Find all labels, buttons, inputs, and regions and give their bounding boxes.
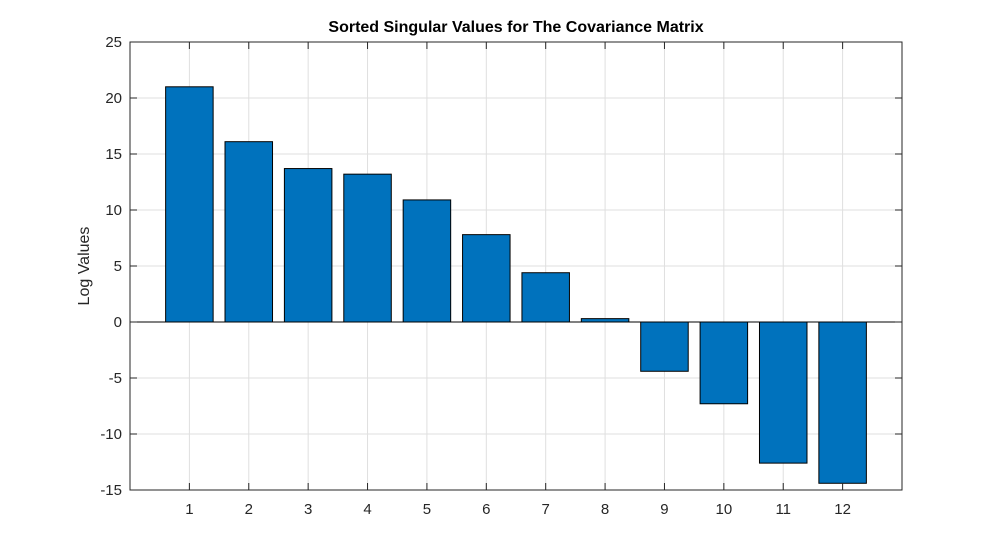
bars (165, 86, 867, 484)
bar-2 (224, 141, 274, 323)
y-tick-label: 15 (105, 146, 122, 163)
bar-11 (758, 321, 808, 464)
bar-9 (640, 321, 689, 372)
y-tick-label: 25 (105, 34, 122, 51)
bar-1 (165, 86, 214, 323)
x-tick-label: 9 (660, 501, 668, 518)
bar-7 (521, 272, 570, 323)
bar-5 (402, 199, 452, 323)
y-tick-label: 5 (114, 258, 122, 275)
bar-12 (818, 321, 867, 484)
y-ticks: -15 -10 -5 0 5 10 15 20 25 (100, 34, 902, 499)
x-tick-label: 12 (834, 501, 851, 518)
bar-10 (699, 321, 749, 405)
bar-3 (283, 168, 333, 323)
x-tick-label: 1 (185, 501, 193, 518)
x-ticks: 1 2 3 4 5 6 7 8 9 10 11 12 (185, 42, 851, 518)
y-tick-label: 10 (105, 202, 122, 219)
x-tick-label: 8 (601, 501, 609, 518)
y-axis-label: Log Values (76, 227, 93, 306)
x-tick-label: 10 (716, 501, 733, 518)
y-tick-label: 20 (105, 90, 122, 107)
y-tick-label: -10 (100, 426, 122, 443)
x-tick-label: 4 (363, 501, 371, 518)
chart-title: Sorted Singular Values for The Covarianc… (328, 19, 703, 36)
x-tick-label: 2 (245, 501, 253, 518)
y-tick-label: -5 (109, 370, 122, 387)
x-tick-label: 6 (482, 501, 490, 518)
bar-8 (580, 318, 630, 323)
x-tick-label: 11 (775, 501, 791, 518)
y-tick-label: -15 (100, 482, 122, 499)
x-tick-label: 5 (423, 501, 431, 518)
bar-4 (343, 173, 392, 323)
x-tick-label: 7 (542, 501, 550, 518)
y-tick-label: 0 (114, 314, 122, 331)
bar-6 (462, 234, 511, 323)
x-tick-label: 3 (304, 501, 312, 518)
